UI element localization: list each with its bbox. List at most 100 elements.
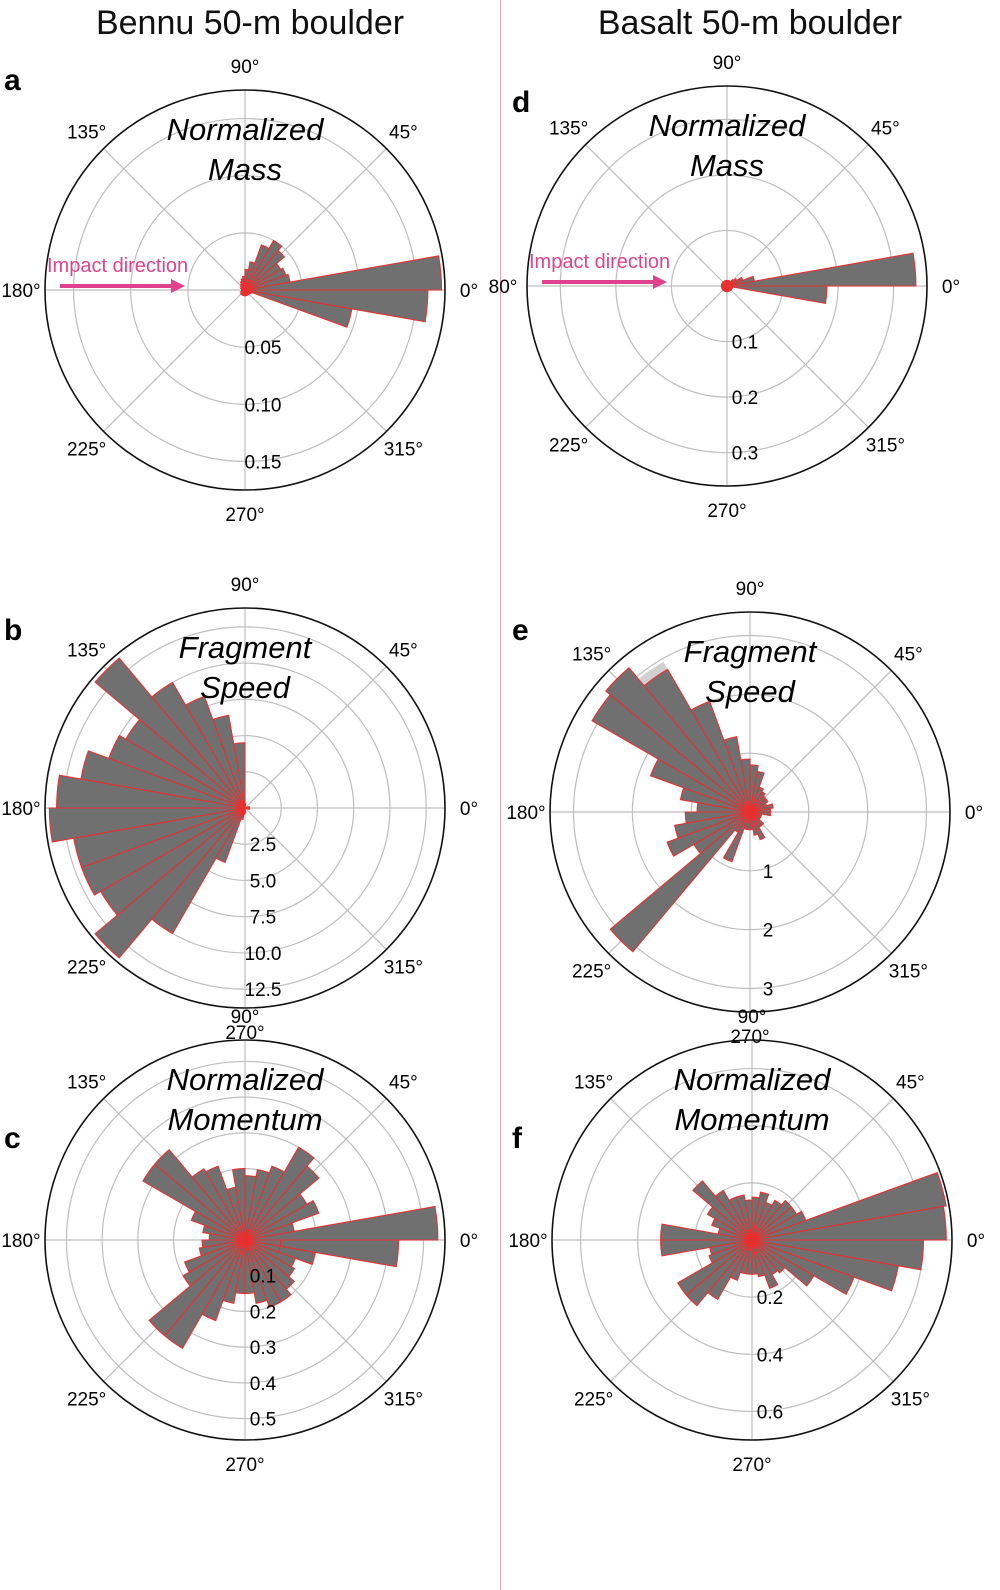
polar-panel-f: f 0.2 0.4 0.6 0° 45° 90° 135° 180° 225° 270° 315° No… <box>508 1007 985 1476</box>
polar-panel-c: c 0.1 0.2 0.3 0.4 0.5 0° 45° 90° 135° 180° 225° 270°… <box>1 1007 478 1476</box>
radial-tick-label: 0.10 <box>245 395 282 416</box>
chart-title-line: Normalized <box>674 1062 833 1097</box>
histogram-bar <box>215 807 246 864</box>
angle-label: 180° <box>508 1231 547 1252</box>
impact-arrow-head <box>171 279 185 293</box>
histogram-bar <box>244 1239 282 1247</box>
chart-title-line: Speed <box>200 670 291 705</box>
angle-label: 135° <box>67 641 106 662</box>
chart-title-line: Normalized <box>167 1062 326 1097</box>
angle-label: 0° <box>967 1231 985 1252</box>
outer-ring <box>549 611 951 1013</box>
angle-label: 225° <box>572 961 611 982</box>
angle-label: 270° <box>732 1455 771 1476</box>
angle-label: 315° <box>891 1389 930 1410</box>
histogram-bar <box>244 807 250 811</box>
histogram-bar <box>685 1239 753 1307</box>
angle-label: 180° <box>1 281 40 302</box>
angle-label: 135° <box>572 645 611 666</box>
outer-ring <box>44 607 446 1009</box>
angle-label: 270° <box>707 501 746 522</box>
histogram-bar <box>679 787 751 813</box>
histogram-bar <box>80 807 246 896</box>
polar-panel-d: d 0.1 0.2 0.3 0° 45° 90° 135° 80° 225° 270° 315° Nor… <box>489 53 960 522</box>
radial-tick-label: 0.3 <box>250 1338 276 1359</box>
histogram-bar <box>151 807 246 935</box>
outer-ring <box>526 85 928 487</box>
histogram-bar <box>711 1217 753 1241</box>
angle-label: 225° <box>549 435 588 456</box>
angle-label: 0° <box>460 1231 478 1252</box>
angle-label: 270° <box>225 505 264 526</box>
histogram-bar <box>244 1239 297 1268</box>
angle-label: 0° <box>460 281 478 302</box>
histogram-bar <box>751 1199 783 1241</box>
histogram-bar <box>244 1199 320 1241</box>
angle-label: 225° <box>67 957 106 978</box>
histogram-bar <box>244 1169 271 1241</box>
histogram-bar <box>244 1239 292 1303</box>
histogram-bar <box>163 1239 246 1350</box>
angle-label: 270° <box>225 1023 264 1044</box>
radial-tick-label: 0.15 <box>245 452 282 473</box>
histogram-bar <box>190 1210 246 1241</box>
radial-tick-label: 7.5 <box>250 908 276 929</box>
spoke-line <box>749 670 892 813</box>
angle-label: 315° <box>866 435 905 456</box>
histogram-bar <box>751 1199 793 1241</box>
polar-panel-a: a 0.05 0.10 0.15 0° 45° 90° 135° 180° 225° 270° 315… <box>1 57 478 526</box>
spoke-line <box>585 285 728 428</box>
radial-tick-label: 0.2 <box>757 1288 783 1309</box>
angle-label: 45° <box>389 1073 418 1094</box>
polar-panel-b: b 2.5 5.0 7.5 10.0 12.5 0° 45° 90° 135° 180° 225° 27… <box>1 575 478 1044</box>
chart-title-line: Momentum <box>674 1102 829 1137</box>
angle-label: 90° <box>231 1007 260 1028</box>
angle-label: 80° <box>489 277 518 298</box>
histogram-bar <box>591 694 751 813</box>
radial-tick-label: 0.5 <box>250 1410 276 1431</box>
angle-label: 45° <box>894 645 923 666</box>
histogram-bar <box>202 1224 246 1241</box>
radial-tick-label: 1 <box>763 862 774 883</box>
angle-label: 270° <box>730 1027 769 1048</box>
outer-ring <box>551 1039 953 1441</box>
angle-label: 45° <box>389 641 418 662</box>
histogram-bar <box>722 811 751 863</box>
radial-tick-label: 0.1 <box>250 1267 276 1288</box>
grid-ring <box>631 693 869 931</box>
histogram-bar <box>609 811 751 953</box>
angle-label: 135° <box>549 119 588 140</box>
angle-label: 90° <box>231 57 260 78</box>
histogram-bar <box>706 1206 753 1241</box>
radial-tick-label: 2 <box>763 921 774 942</box>
spoke-line <box>103 289 246 432</box>
chart-title-line: Fragment <box>684 634 818 669</box>
histogram-bar <box>94 807 246 959</box>
angle-label: 0° <box>965 803 983 824</box>
radial-tick-label: 3 <box>763 979 774 1000</box>
column-divider <box>500 0 501 1590</box>
chart-title-line: Mass <box>208 152 282 187</box>
histogram-bar <box>222 1239 246 1304</box>
radial-tick-label: 0.6 <box>757 1402 783 1423</box>
angle-label: 180° <box>1 799 40 820</box>
radial-tick-label: 2.5 <box>250 835 276 856</box>
radial-tick-label: 0.2 <box>250 1302 276 1323</box>
radial-tick-label: 10.0 <box>245 944 282 965</box>
angle-label: 45° <box>896 1073 925 1094</box>
angle-label: 45° <box>389 123 418 144</box>
angle-label: 180° <box>506 803 545 824</box>
angle-label: 315° <box>384 1389 423 1410</box>
histogram-bar <box>244 239 283 291</box>
column-title-bennu: Bennu 50-m boulder <box>95 4 405 42</box>
angle-label: 225° <box>67 1389 106 1410</box>
angle-label: 225° <box>67 439 106 460</box>
impact-direction-label: Impact direction <box>529 251 670 273</box>
histogram-bar <box>244 289 253 292</box>
histogram-bar <box>244 244 270 291</box>
angle-label: 0° <box>460 799 478 820</box>
angle-label: 315° <box>889 961 928 982</box>
angle-label: 270° <box>225 1455 264 1476</box>
radial-tick-label: 12.5 <box>245 980 282 1001</box>
outer-ring <box>44 1039 446 1441</box>
